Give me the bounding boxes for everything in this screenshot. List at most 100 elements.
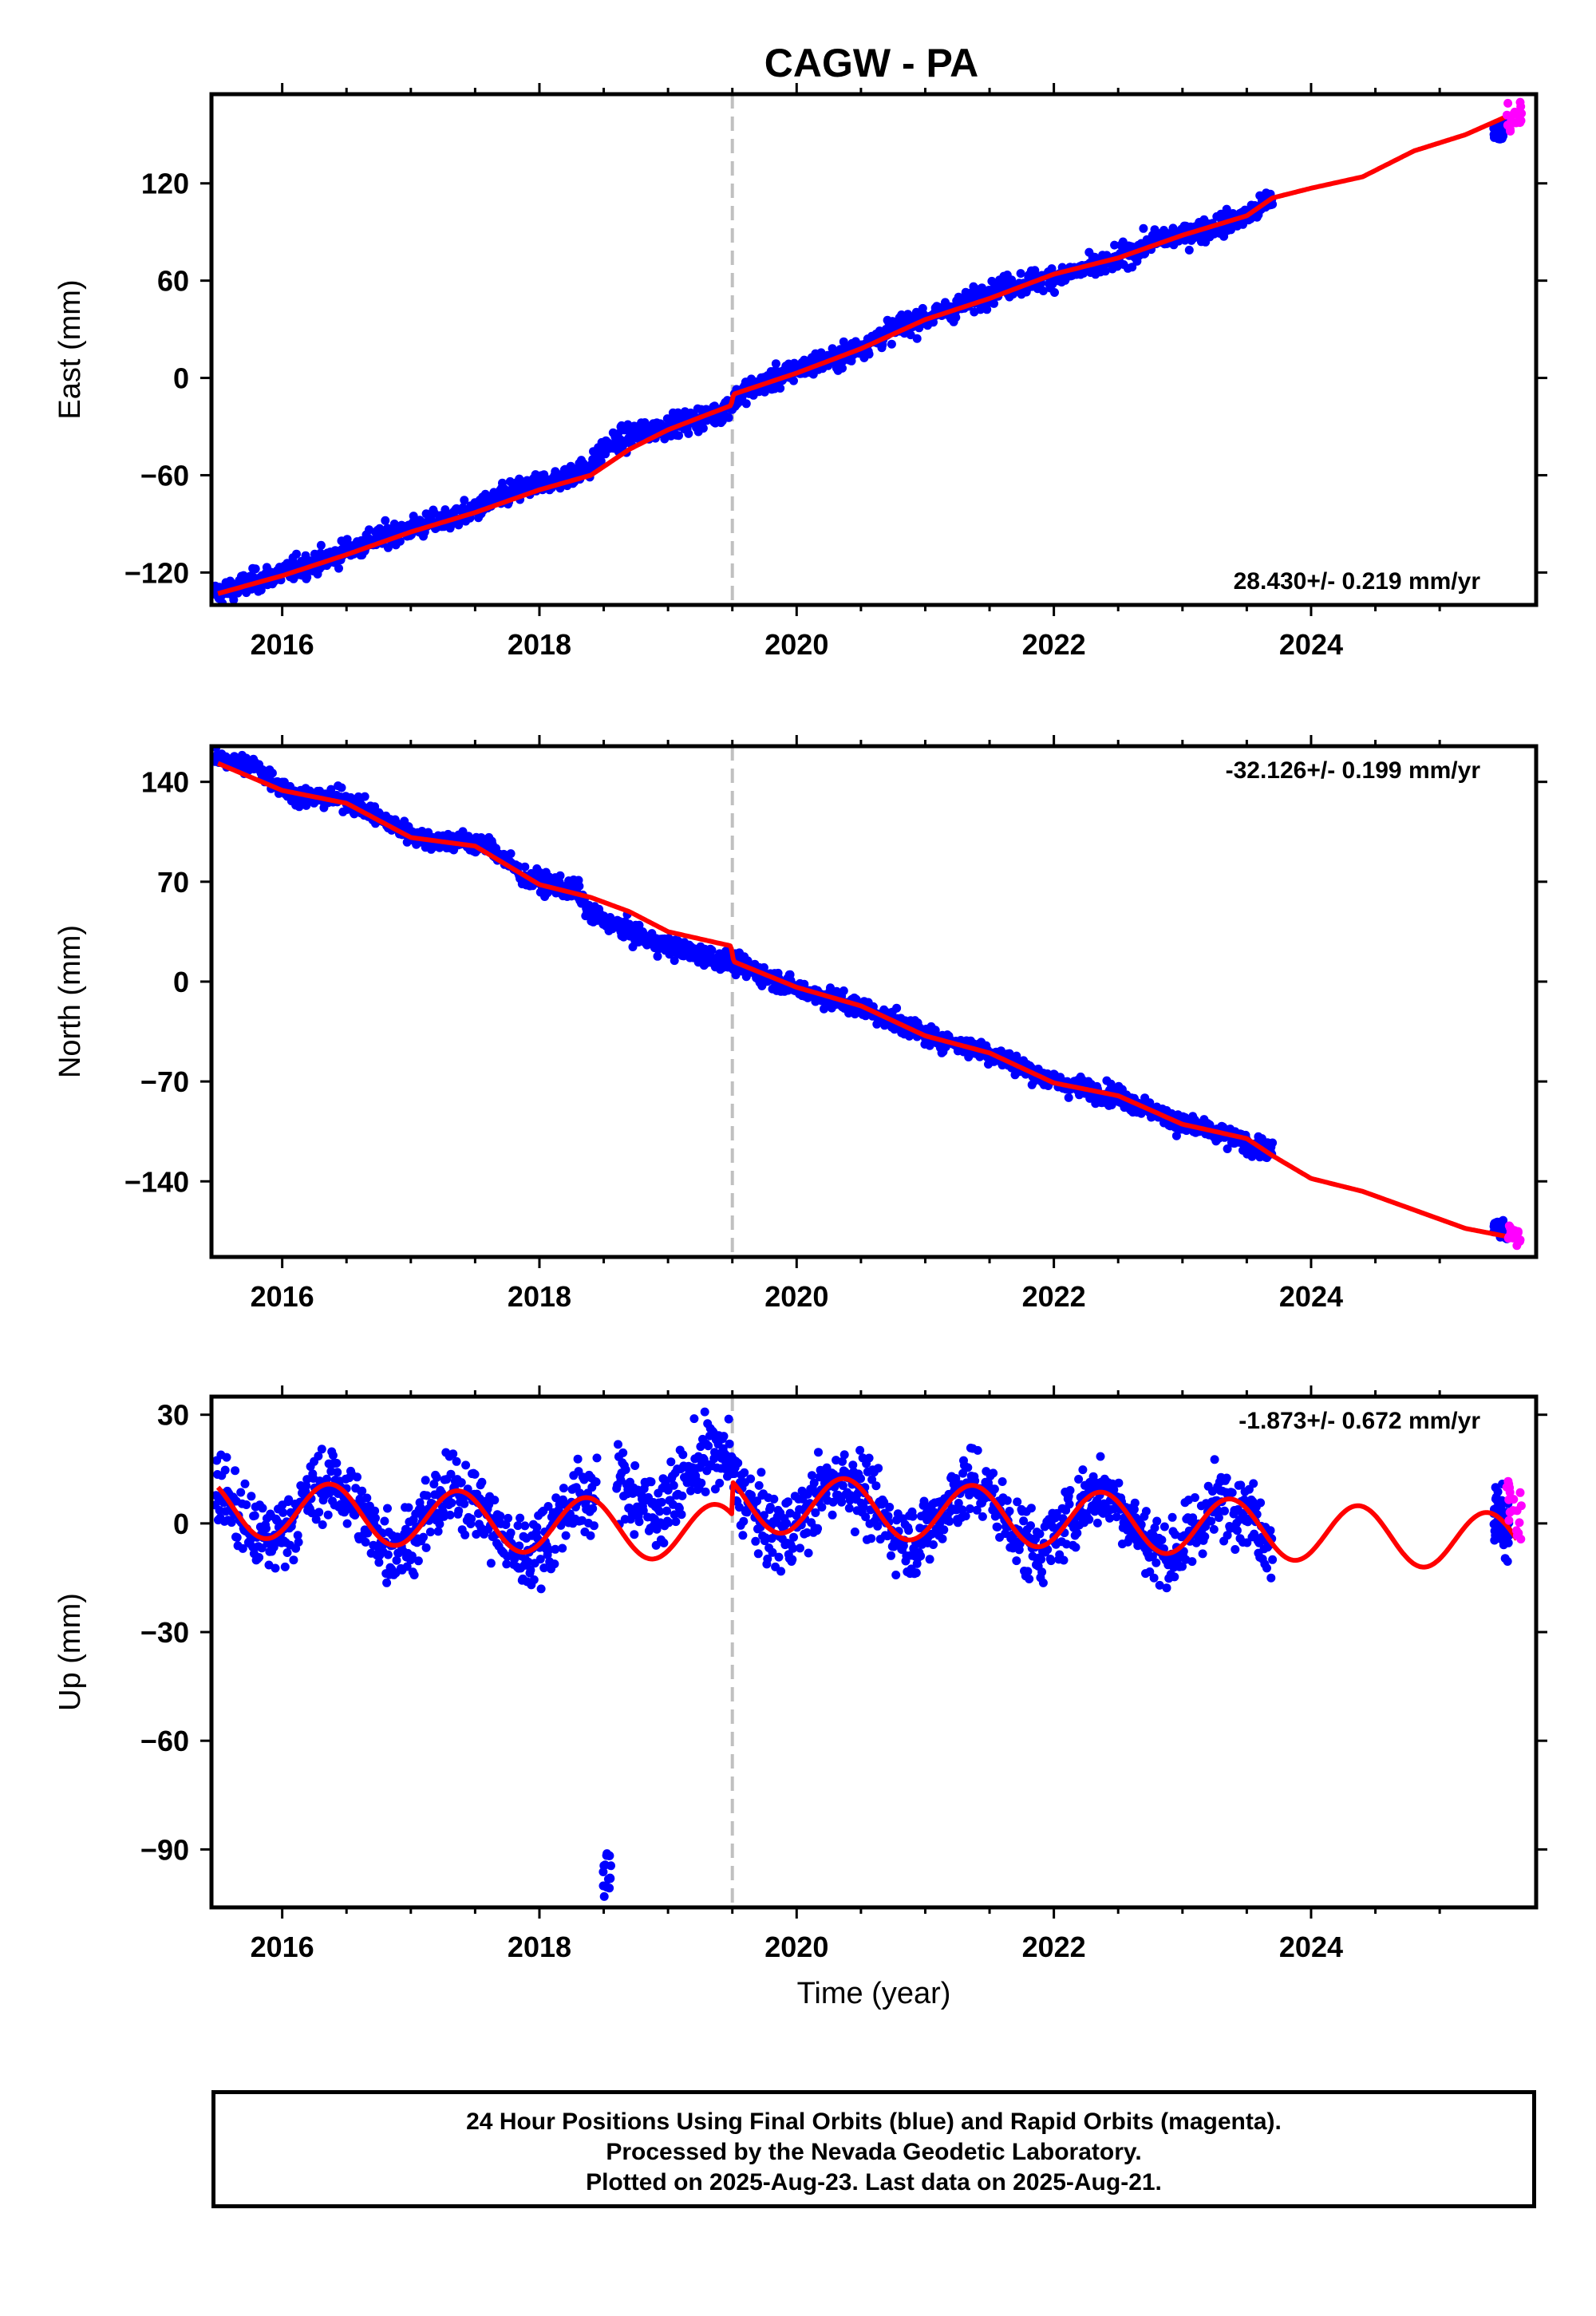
final-orbit-point xyxy=(776,1567,786,1576)
rapid-orbit-point xyxy=(1508,1229,1518,1239)
final-orbit-point xyxy=(258,1504,267,1513)
x-tick-label: 2022 xyxy=(1022,628,1086,661)
final-orbit-point xyxy=(1167,1512,1177,1522)
final-orbit-point xyxy=(724,413,733,422)
final-orbit-point xyxy=(741,399,751,409)
final-orbit-point xyxy=(333,1468,342,1477)
final-orbit-point xyxy=(1268,1138,1278,1148)
final-orbit-point xyxy=(460,1499,469,1508)
rapid-orbit-point xyxy=(1506,112,1515,121)
outlier-point xyxy=(599,1861,609,1871)
final-orbit-point xyxy=(236,1488,246,1497)
x-tick-label: 2024 xyxy=(1279,628,1343,661)
final-orbit-point xyxy=(1231,1545,1240,1554)
final-orbit-point xyxy=(238,1543,247,1553)
final-orbit-point xyxy=(885,1503,895,1512)
final-orbit-point xyxy=(490,1496,500,1505)
final-orbit-point xyxy=(678,1450,688,1460)
final-orbit-point xyxy=(939,1525,949,1535)
final-orbit-point xyxy=(630,1530,639,1539)
final-orbit-point xyxy=(1201,1522,1211,1531)
final-orbit-point xyxy=(1096,1452,1105,1461)
y-tick-label: 0 xyxy=(173,362,189,395)
final-orbit-point xyxy=(1064,1093,1073,1102)
final-orbit-point xyxy=(1162,1583,1171,1593)
final-orbit-point xyxy=(586,1531,595,1540)
final-orbit-point xyxy=(551,1544,560,1554)
final-orbit-point xyxy=(558,1543,567,1553)
final-orbit-point xyxy=(1222,1473,1231,1483)
rapid-orbit-point xyxy=(1516,102,1526,111)
final-orbit-point xyxy=(998,1477,1007,1486)
final-orbit-point xyxy=(262,1524,271,1533)
final-orbit-point xyxy=(859,1502,868,1512)
final-orbit-point xyxy=(247,1492,256,1501)
final-orbit-point xyxy=(1266,1573,1276,1583)
final-orbit-point xyxy=(532,1523,542,1532)
final-orbit-point xyxy=(813,1524,823,1533)
final-orbit-point xyxy=(314,1508,324,1517)
final-orbit-point xyxy=(1065,1500,1074,1509)
final-orbit-point xyxy=(302,1475,312,1484)
final-orbit-point xyxy=(447,1498,456,1508)
final-orbit-point xyxy=(555,871,565,880)
final-orbit-point xyxy=(1268,1555,1278,1564)
final-orbit-point xyxy=(520,862,530,871)
final-orbit-point xyxy=(774,1552,784,1562)
final-orbit-point xyxy=(808,1471,816,1480)
final-orbit-point xyxy=(908,1512,918,1521)
final-orbit-point xyxy=(1503,1538,1513,1547)
final-orbit-point xyxy=(856,1474,865,1484)
final-orbit-point xyxy=(838,363,847,373)
final-orbit-point xyxy=(561,1531,571,1540)
final-orbit-point xyxy=(689,1414,699,1424)
final-orbit-point xyxy=(811,1508,820,1517)
final-orbit-point xyxy=(788,1543,798,1553)
final-orbit-point xyxy=(361,1537,370,1547)
final-orbit-point xyxy=(1002,1496,1012,1505)
final-orbit-point xyxy=(751,1536,760,1546)
final-orbit-point xyxy=(1030,266,1040,275)
final-orbit-point xyxy=(925,1555,934,1564)
final-orbit-point xyxy=(1059,1555,1069,1565)
final-orbit-point xyxy=(1249,1479,1258,1488)
final-orbit-point xyxy=(1071,1543,1080,1552)
final-orbit-point xyxy=(1035,1529,1045,1539)
final-orbit-point xyxy=(891,1571,901,1579)
final-orbit-point xyxy=(652,1524,662,1534)
final-orbit-point xyxy=(796,1543,804,1553)
final-orbit-point xyxy=(1012,1556,1021,1566)
rapid-orbit-point xyxy=(1515,1518,1524,1528)
final-orbit-point xyxy=(456,1478,466,1488)
final-orbit-point xyxy=(678,1491,687,1500)
final-orbit-point xyxy=(1016,269,1025,279)
final-orbit-point xyxy=(1150,1523,1159,1532)
rapid-orbit-point xyxy=(1512,1531,1522,1540)
final-orbit-point xyxy=(809,1478,819,1488)
final-orbit-point xyxy=(337,783,346,792)
final-orbit-point xyxy=(370,1506,380,1516)
final-orbit-point xyxy=(850,1010,859,1019)
velocity-rate-label: -32.126+/- 0.199 mm/yr xyxy=(1226,757,1481,784)
final-orbit-point xyxy=(573,1454,583,1464)
final-orbit-point xyxy=(1050,288,1059,297)
outlier-point xyxy=(599,1891,609,1901)
final-orbit-point xyxy=(294,1537,303,1547)
final-orbit-point xyxy=(280,1562,290,1571)
final-orbit-point xyxy=(1092,1518,1102,1528)
final-orbit-point xyxy=(653,951,662,961)
final-orbit-point xyxy=(302,1481,311,1491)
final-orbit-point xyxy=(588,1504,598,1513)
final-orbit-point xyxy=(409,512,418,521)
outlier-point xyxy=(600,1881,610,1891)
final-orbit-point xyxy=(1074,1475,1084,1484)
final-orbit-point xyxy=(382,1578,392,1587)
final-orbit-point xyxy=(1058,1514,1068,1524)
final-orbit-point xyxy=(638,1506,648,1516)
final-orbit-point xyxy=(433,1527,443,1536)
final-orbit-point xyxy=(993,1522,1002,1531)
final-orbit-point xyxy=(551,1493,561,1503)
final-orbit-point xyxy=(1026,1504,1036,1513)
